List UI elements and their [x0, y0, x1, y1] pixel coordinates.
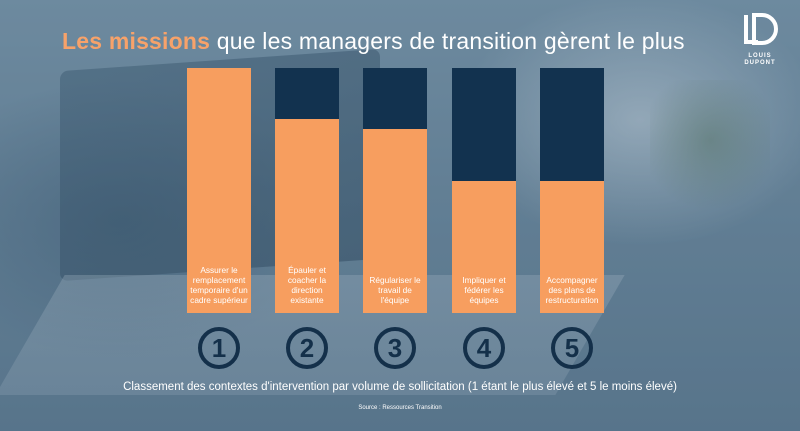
bar-fill [540, 180, 604, 313]
chart-title: Les missions que les managers de transit… [62, 28, 685, 55]
bar-label: Épauler et coacher la direction existant… [287, 265, 327, 305]
bar-fill [363, 129, 427, 313]
bar-fill [187, 68, 251, 313]
bar-track: Impliquer et fédérer les équipes [452, 68, 516, 313]
rank-circle: 3 [374, 327, 416, 369]
bar-label: Assurer le remplacement temporaire d'un … [190, 265, 248, 305]
title-rest: que les managers de transition gèrent le… [210, 28, 685, 54]
source-note: Source : Ressources Transition [358, 405, 442, 411]
bar-track: Épauler et coacher la direction existant… [275, 68, 339, 313]
rank-circle: 5 [551, 327, 593, 369]
logo-ld-mark [744, 13, 778, 45]
bar-track: Assurer le remplacement temporaire d'un … [187, 68, 251, 313]
chart-caption: Classement des contextes d'intervention … [123, 381, 677, 393]
rank-circle: 2 [286, 327, 328, 369]
rank-circle: 1 [198, 327, 240, 369]
bar-track: Accompagner des plans de restructuration [540, 68, 604, 313]
bar-fill [275, 119, 339, 313]
plant-image [650, 80, 770, 220]
bar-track: Régulariser le travail de l'équipe [363, 68, 427, 313]
logo-line2: DUPONT [744, 60, 776, 66]
bar-label: Accompagner des plans de restructuration [545, 275, 599, 305]
bar-fill [452, 180, 516, 313]
rank-circle: 4 [463, 327, 505, 369]
bar-label: Régulariser le travail de l'équipe [369, 275, 421, 305]
logo-line1: LOUIS [748, 53, 772, 59]
louis-dupont-logo: LOUIS DUPONT [736, 12, 784, 72]
bar-label: Impliquer et fédérer les équipes [462, 275, 506, 305]
title-highlight: Les missions [62, 28, 211, 54]
